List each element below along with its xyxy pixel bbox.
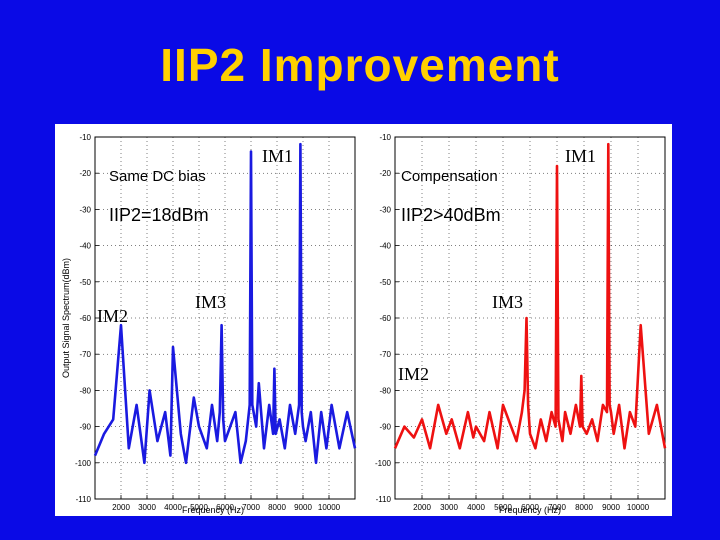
left-im1-label: IM1 bbox=[262, 146, 293, 166]
left-x-tick-label: 7000 bbox=[242, 503, 260, 512]
left-x-tick-label: 3000 bbox=[138, 503, 156, 512]
spectrum-figure: -10 -20 -30 -40 -50 -60 -70 -80 -90 -100 -110 2000… bbox=[61, 133, 667, 515]
left-condition-label: Same DC bias bbox=[109, 168, 206, 185]
left-y-tick-label: -90 bbox=[79, 423, 91, 432]
right-im1-label: IM1 bbox=[565, 146, 596, 166]
left-y-tick-label: -30 bbox=[79, 205, 91, 214]
left-y-tick-label: -40 bbox=[79, 242, 91, 251]
right-x-tick-label: 10000 bbox=[627, 503, 650, 512]
left-x-tick-label: 10000 bbox=[318, 503, 341, 512]
left-y-tick-label: -70 bbox=[79, 350, 91, 359]
left-y-tick-label: -10 bbox=[79, 133, 91, 142]
left-x-tick-label: 5000 bbox=[190, 503, 208, 512]
left-x-tick-label: 9000 bbox=[294, 503, 312, 512]
right-condition-label: Compensation bbox=[401, 168, 498, 185]
right-y-tick-label: -110 bbox=[376, 495, 392, 504]
left-x-tick-labels: 2000 3000 4000 5000 6000 7000 8000 9000 10000 bbox=[112, 503, 341, 512]
right-x-tick-label: 5000 bbox=[494, 503, 512, 512]
right-y-tick-label: -80 bbox=[379, 386, 391, 395]
slide-title: IIP2 Improvement bbox=[160, 39, 560, 91]
right-x-tick-label: 8000 bbox=[575, 503, 593, 512]
left-spectrum-line bbox=[93, 142, 357, 465]
right-y-tick-label: -10 bbox=[379, 133, 391, 142]
right-x-tick-label: 9000 bbox=[602, 503, 620, 512]
right-y-tick-label: -90 bbox=[379, 423, 391, 432]
left-y-tick-label: -20 bbox=[79, 169, 91, 178]
left-x-tick-label: 6000 bbox=[216, 503, 234, 512]
right-y-tick-label: -50 bbox=[379, 278, 391, 287]
right-x-tick-label: 6000 bbox=[521, 503, 539, 512]
left-plot: -10 -20 -30 -40 -50 -60 -70 -80 -90 -100 -110 2000… bbox=[61, 133, 357, 515]
left-y-tick-label: -110 bbox=[76, 495, 92, 504]
left-x-axis-label: Frequency (Hz) bbox=[182, 505, 244, 515]
right-grid bbox=[395, 136, 665, 500]
right-result-label: IIP2>40dBm bbox=[401, 205, 501, 225]
right-y-tick-label: -20 bbox=[379, 169, 391, 178]
left-im3-label: IM3 bbox=[195, 292, 226, 312]
right-plot: -10 -20 -30 -40 -50 -60 -70 -80 -90 -100 -110 2000… bbox=[375, 133, 667, 515]
left-y-axis-label: Output Signal Spectrum(dBm) bbox=[61, 258, 71, 378]
left-y-tick-label: -80 bbox=[79, 386, 91, 395]
right-x-axis-label: Frequency (Hz) bbox=[499, 505, 561, 515]
right-spectrum-line bbox=[393, 142, 667, 450]
left-x-tick-label: 4000 bbox=[164, 503, 182, 512]
right-im3-label: IM3 bbox=[492, 292, 523, 312]
left-trace bbox=[93, 142, 357, 465]
figure-panel: -10 -20 -30 -40 -50 -60 -70 -80 -90 -100 -110 2000… bbox=[55, 124, 672, 516]
right-x-tick-label: 4000 bbox=[467, 503, 485, 512]
right-y-tick-label: -60 bbox=[379, 314, 391, 323]
right-im2-label: IM2 bbox=[398, 364, 429, 384]
right-y-tick-labels: -10 -20 -30 -40 -50 -60 -70 -80 -90 -100 -110 bbox=[375, 133, 392, 504]
left-y-tick-label: -50 bbox=[79, 278, 91, 287]
left-x-tick-label: 2000 bbox=[112, 503, 130, 512]
left-y-tick-label: -60 bbox=[79, 314, 91, 323]
right-x-tick-label: 2000 bbox=[413, 503, 431, 512]
right-x-tick-labels: 2000 3000 4000 5000 6000 7000 8000 9000 10000 bbox=[413, 503, 650, 512]
right-x-tick-label: 3000 bbox=[440, 503, 458, 512]
left-x-tick-label: 8000 bbox=[268, 503, 286, 512]
left-grid bbox=[95, 136, 355, 500]
right-y-tick-label: -40 bbox=[379, 242, 391, 251]
right-trace bbox=[393, 142, 667, 450]
left-y-tick-label: -100 bbox=[75, 459, 92, 468]
left-y-tick-labels: -10 -20 -30 -40 -50 -60 -70 -80 -90 -100 -110 bbox=[75, 133, 92, 504]
right-y-tick-label: -30 bbox=[379, 205, 391, 214]
left-im2-label: IM2 bbox=[97, 306, 128, 326]
left-result-label: IIP2=18dBm bbox=[109, 205, 209, 225]
right-x-tick-label: 7000 bbox=[548, 503, 566, 512]
right-y-tick-label: -70 bbox=[379, 350, 391, 359]
right-y-tick-label: -100 bbox=[375, 459, 392, 468]
